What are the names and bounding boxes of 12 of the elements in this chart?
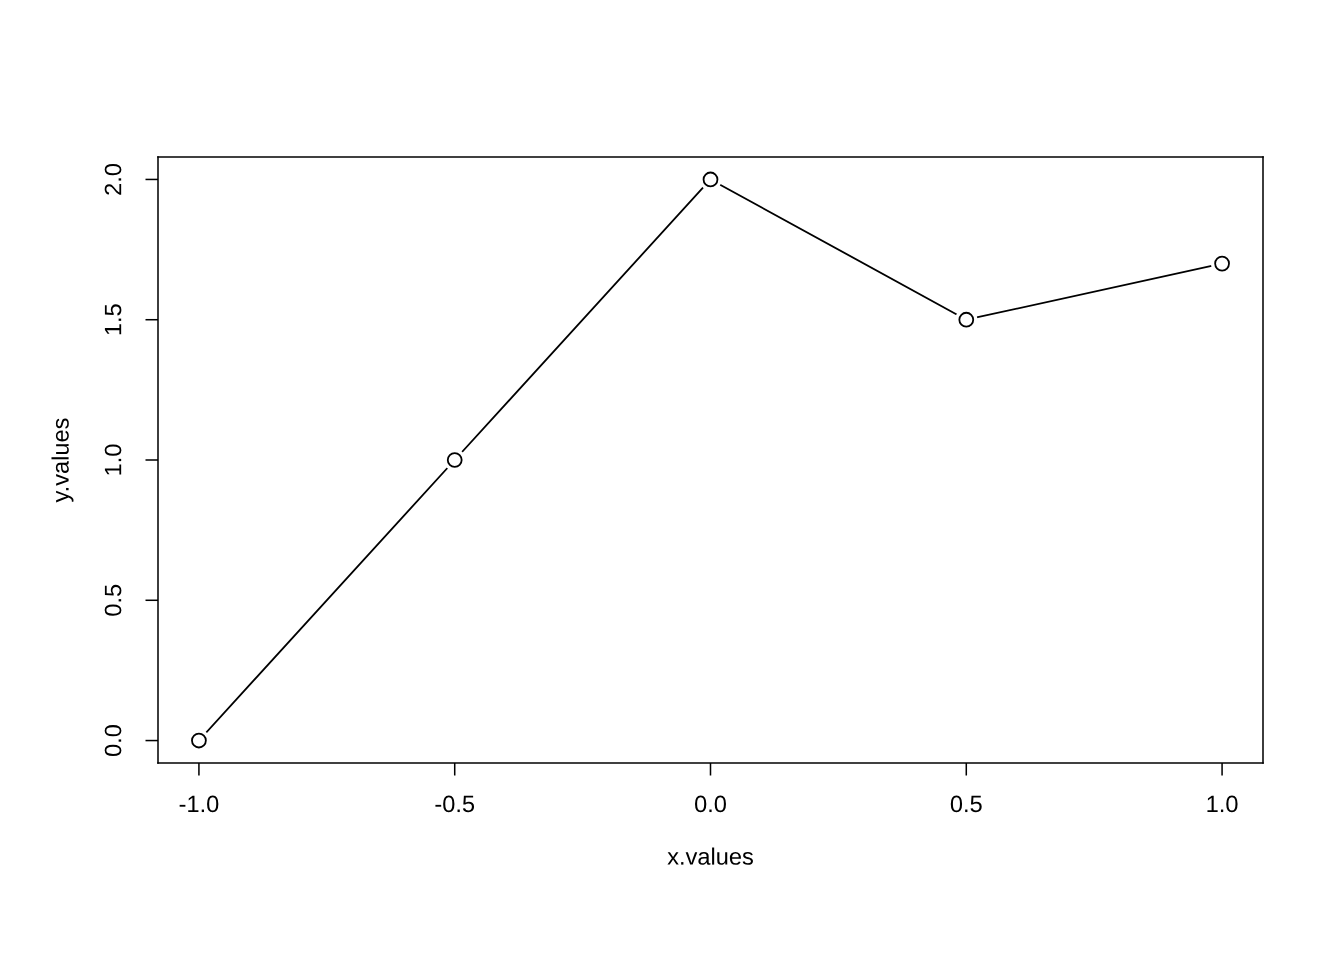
y-tick-label: 0.0 [104, 725, 122, 757]
y-tick-label: 1.0 [104, 444, 122, 475]
x-tick-label: 0.5 [950, 795, 982, 813]
x-tick-label: -1.0 [179, 795, 219, 813]
y-axis-title: y.values [51, 418, 74, 503]
x-tick-label: 1.0 [1207, 795, 1238, 813]
y-tick-label: 0.5 [104, 584, 122, 616]
y-tick-label: 1.5 [104, 304, 122, 335]
x-tick-label: 0.0 [695, 795, 726, 813]
y-tick-label: 2.0 [104, 163, 122, 195]
x-tick-label: -0.5 [435, 795, 475, 813]
x-axis-title: x.values [667, 847, 753, 865]
